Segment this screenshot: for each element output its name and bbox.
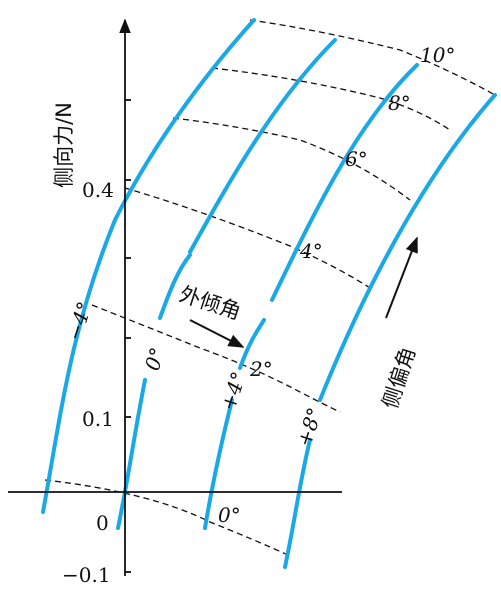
y-tick-label-0.4: 0.4 (82, 178, 114, 202)
slip-label-4: 4° (299, 239, 323, 263)
slip-line-4 (124, 187, 374, 291)
slip-line-2 (91, 304, 341, 413)
slip-title: 侧偏角 (378, 344, 420, 411)
camber-curve-plus8-lower (283, 438, 312, 569)
camber-curve-0-lower (116, 378, 147, 530)
slip-direction-arrow (385, 236, 418, 319)
camber-curve-plus8-top (318, 93, 497, 402)
camber-title: 外倾角 (176, 282, 243, 324)
y-tick-label-minus-0.1: −0.1 (62, 563, 111, 587)
slip-line-0 (44, 479, 289, 556)
slip-label-2: 2° (249, 357, 273, 381)
camber-label-minus4: −4° (62, 299, 97, 344)
camber-curve-minus4 (41, 18, 256, 514)
camber-label-plus8: +8° (292, 405, 327, 450)
camber-curve-plus4-lower (203, 398, 234, 530)
camber-curve-0-upper (158, 253, 192, 320)
slip-line-8 (211, 67, 451, 131)
camber-label-plus4: +4° (216, 369, 251, 414)
y-tick-label-0.1: 0.1 (82, 407, 114, 431)
camber-direction-arrow (189, 319, 245, 348)
slip-line-10 (249, 19, 496, 96)
camber-curve-0-top (188, 38, 337, 254)
camber-curve-plus4-mid (238, 318, 266, 370)
slip-label-6: 6° (345, 147, 368, 171)
camber-curve-plus4-top (270, 63, 419, 302)
slip-label-10: 10° (420, 43, 455, 67)
camber-label-0: 0° (140, 345, 170, 374)
slip-line-6 (172, 117, 411, 201)
y-axis-title: 侧向力/N (52, 102, 76, 188)
slip-label-8: 8° (388, 91, 411, 115)
slip-label-0: 0° (218, 503, 241, 527)
y-tick-label-0: 0 (96, 511, 109, 535)
